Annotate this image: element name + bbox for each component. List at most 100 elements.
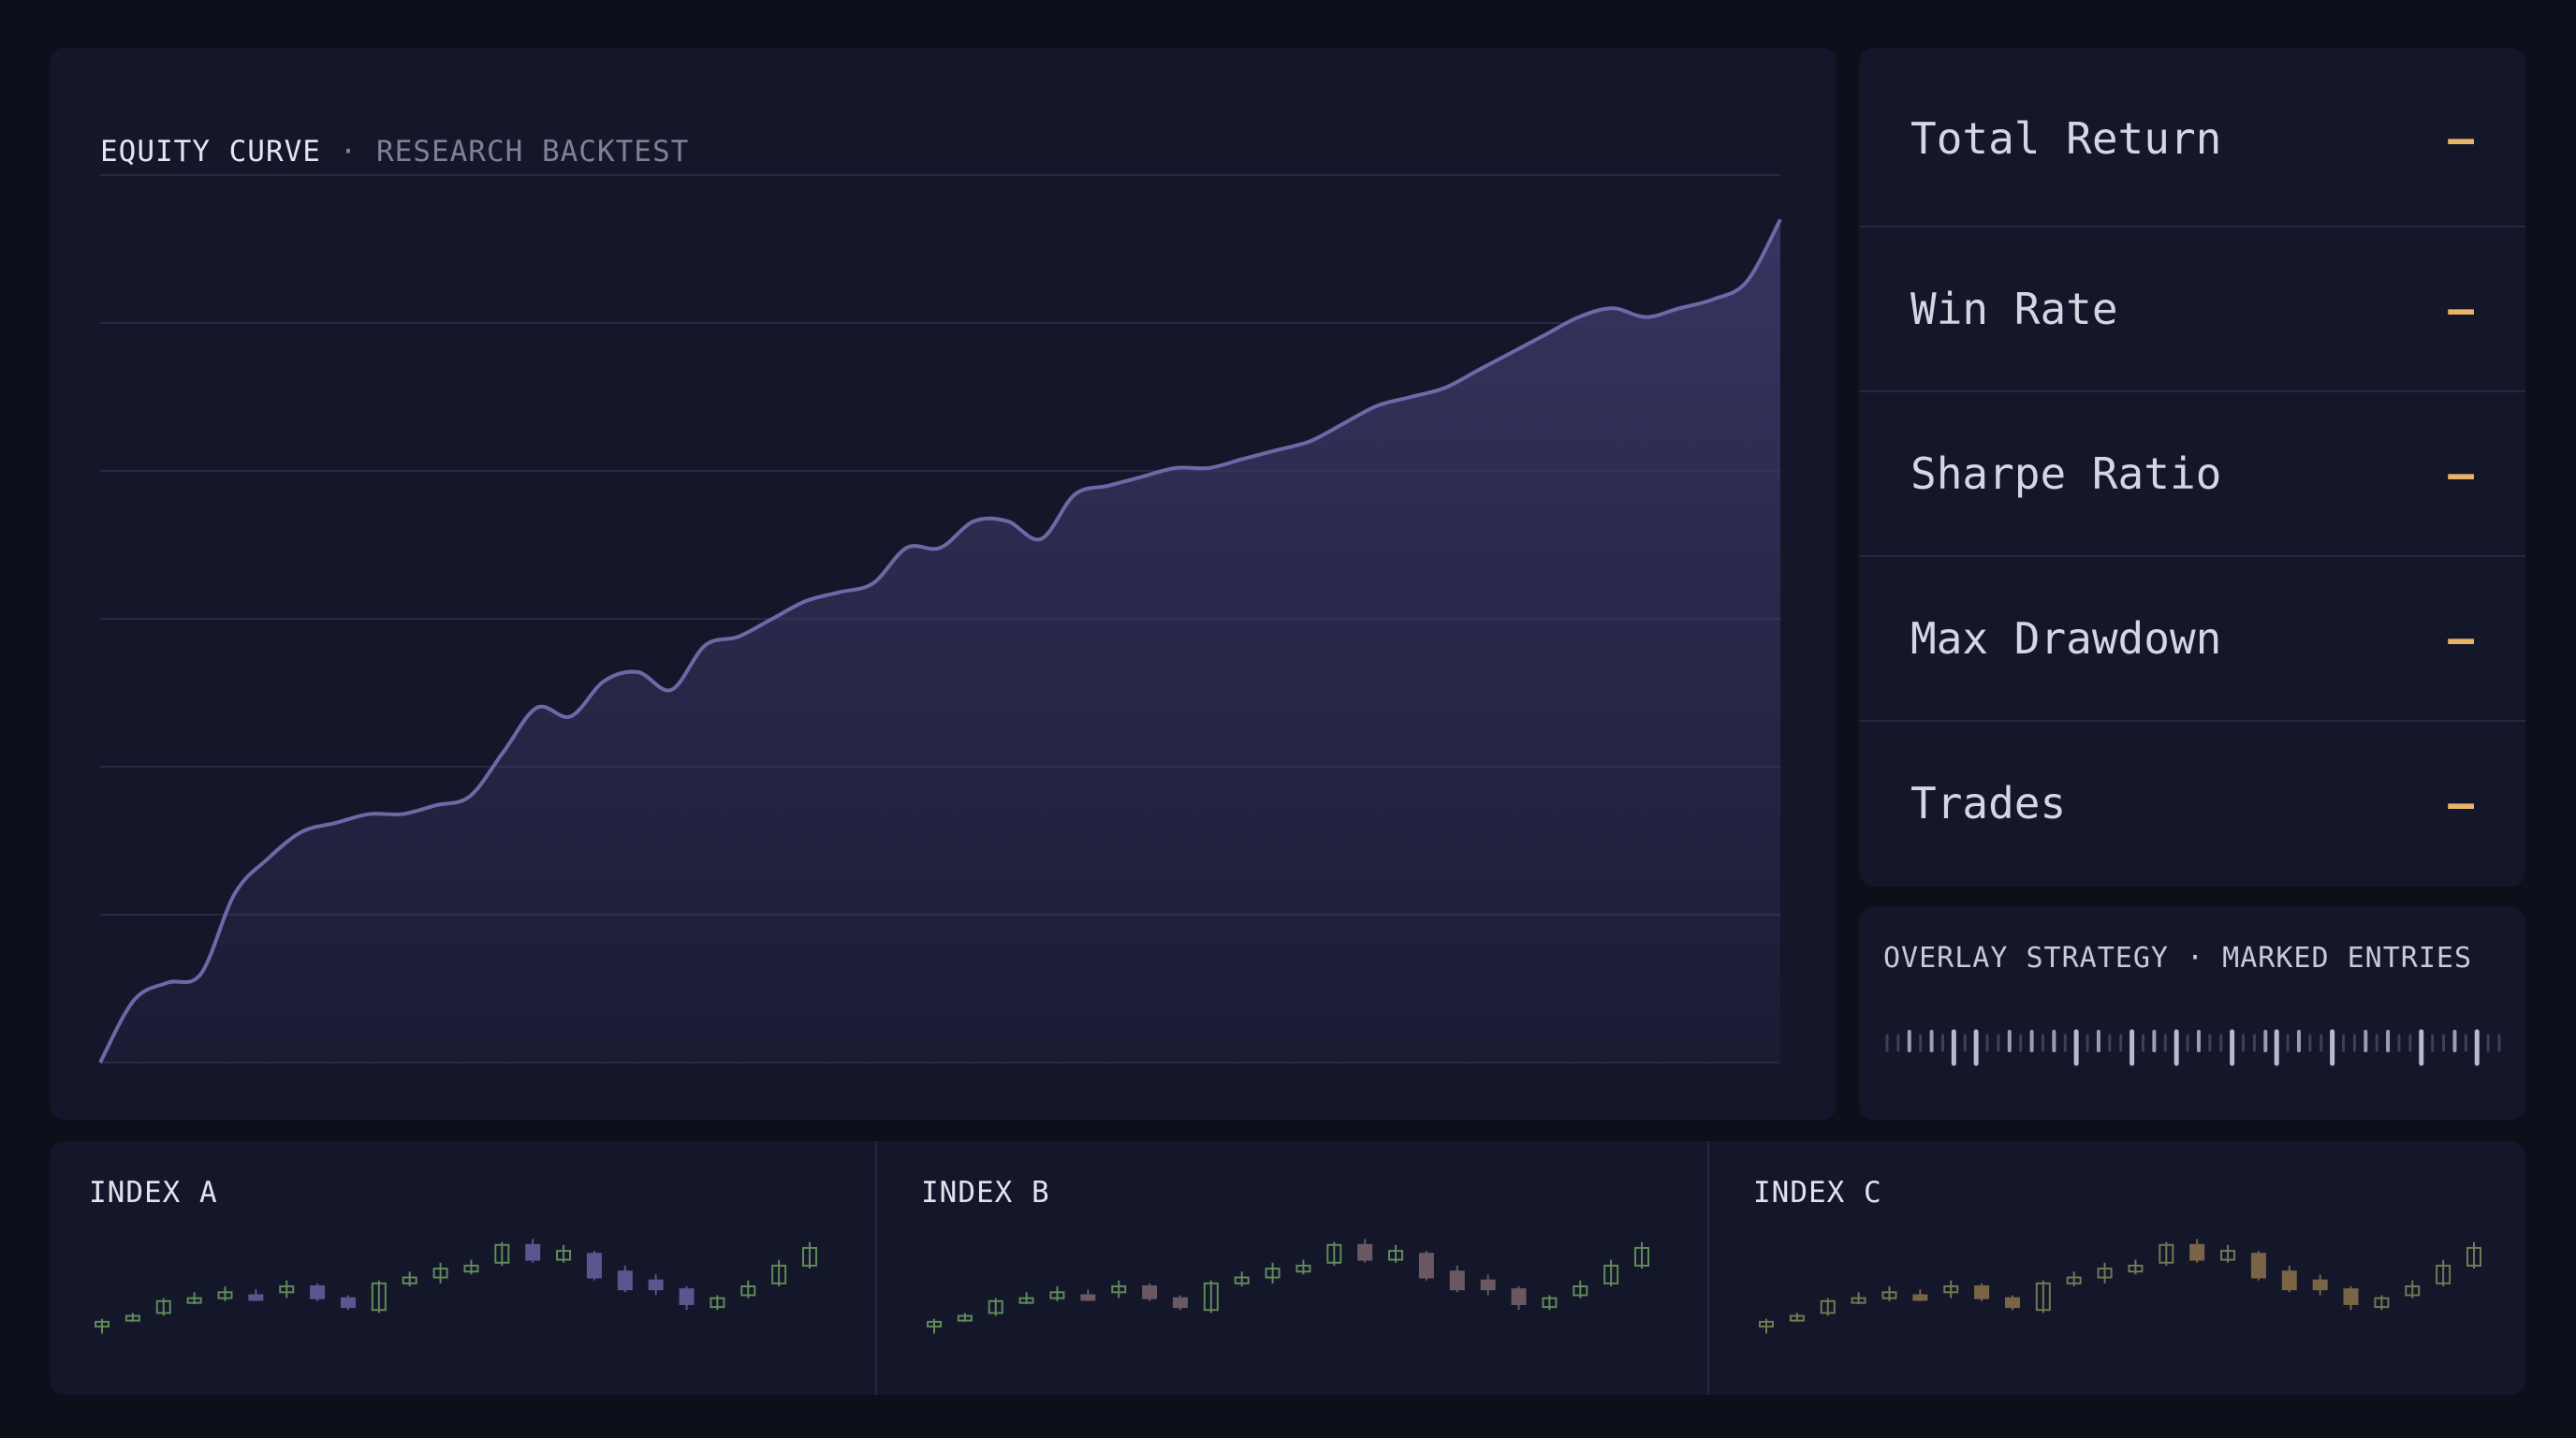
equity-point [1375,404,1379,407]
stat-label: Max Drawdown [1910,613,2222,664]
equity-point [1544,333,1547,337]
divider [875,1141,877,1395]
candle-body [340,1297,356,1309]
candle-body [494,1243,510,1264]
equity-point [1510,351,1514,355]
equity-point [535,706,539,710]
candle-body [1851,1297,1866,1304]
stat-value: — [2448,613,2474,664]
candle-body [1573,1285,1588,1297]
index-chart-b[interactable]: INDEX B [882,1141,1707,1395]
candle-body [1142,1285,1158,1299]
equity-point [569,714,573,718]
candle-body [1943,1285,1959,1294]
candle-body [1172,1297,1188,1309]
candle-body [124,1314,140,1322]
chart-title-secondary: RESEARCH BACKTEST [375,135,690,169]
stat-label: Trades [1910,778,2067,829]
equity-point [1005,520,1009,523]
equity-point [1241,457,1245,461]
equity-point [1174,466,1178,470]
candle-body [2405,1285,2421,1297]
equity-point [1577,315,1581,319]
candle-body [2066,1276,2082,1284]
candlestick-chart-a [95,1239,817,1334]
equity-point [199,972,203,976]
equity-point [1442,387,1446,390]
candle-body [1388,1250,1404,1261]
overlay-panel: OVERLAY STRATEGY · MARKED ENTRIES [1859,907,2525,1120]
candle-body [2035,1282,2051,1312]
candle-body [2159,1243,2174,1264]
candle-body [1789,1314,1805,1322]
entry-markers-strip[interactable] [1859,907,2525,1120]
candle-body [2004,1297,2020,1309]
candle-body [1234,1276,1250,1284]
candle-body [740,1285,756,1297]
index-chart-c[interactable]: INDEX C [1714,1141,2525,1395]
candle-body [2189,1243,2205,1261]
equity-point [434,803,438,807]
equity-point [300,830,303,834]
index-chart-a[interactable]: INDEX A [50,1141,875,1395]
equity-curve-chart[interactable] [50,48,1837,1120]
equity-point [1778,217,1782,221]
equity-point [1711,298,1715,301]
candle-body [2343,1288,2359,1305]
equity-point [333,821,337,825]
equity-point [468,795,472,799]
index-title: INDEX B [921,1176,1050,1210]
equity-point [502,750,505,754]
overlay-title: OVERLAY STRATEGY · MARKED ENTRIES [1883,942,2473,975]
candle-body [2128,1264,2144,1273]
candle-body [1511,1288,1527,1305]
stats-panel: Total Return — Win Rate — Sharpe Ratio —… [1859,48,2525,887]
candle-body [310,1285,326,1299]
candle-body [1326,1243,1342,1264]
equity-point [1341,421,1345,425]
equity-point [401,813,404,816]
stat-value: — [2448,284,2474,334]
equity-line [98,218,1782,1064]
candle-body [2220,1250,2236,1261]
candle-body [371,1282,387,1312]
equity-point [603,679,607,682]
candle-body [279,1285,295,1294]
stat-row-total-return: Total Return — [1859,48,2525,227]
candle-body [1018,1297,1034,1304]
stat-row-sharpe-ratio: Sharpe Ratio — [1859,390,2525,557]
equity-point [1073,492,1076,496]
equity-point [939,546,943,550]
equity-point [1208,466,1211,470]
equity-point [132,999,136,1003]
stat-value: — [2448,448,2474,499]
candle-body [1974,1285,1990,1299]
candle-body [679,1288,695,1305]
stat-value: — [2448,113,2474,164]
stat-value: — [2448,778,2474,829]
index-title: INDEX C [1753,1176,1882,1210]
candle-body [617,1270,633,1291]
candle-body [2250,1253,2266,1279]
candle-body [1357,1243,1373,1261]
candle-body [2312,1279,2328,1291]
equity-chart-panel: EQUITY CURVE · RESEARCH BACKTEST [50,48,1837,1120]
candle-body [988,1299,1003,1314]
equity-point [838,591,842,594]
equity-point [98,1061,102,1064]
candle-body [1759,1320,1774,1328]
equity-point [233,892,237,896]
stat-label: Win Rate [1910,284,2118,334]
candle-body [927,1320,942,1328]
candle-body [771,1264,787,1284]
candle-body [1449,1270,1465,1291]
candle-body [1418,1253,1434,1279]
equity-point [1308,439,1311,443]
candle-body [248,1294,264,1301]
candle-body [1295,1264,1311,1273]
equity-point [1106,484,1110,488]
candle-body [1542,1297,1558,1309]
candle-body [1480,1279,1496,1291]
candle-body [2097,1268,2113,1279]
equity-point [871,581,875,585]
